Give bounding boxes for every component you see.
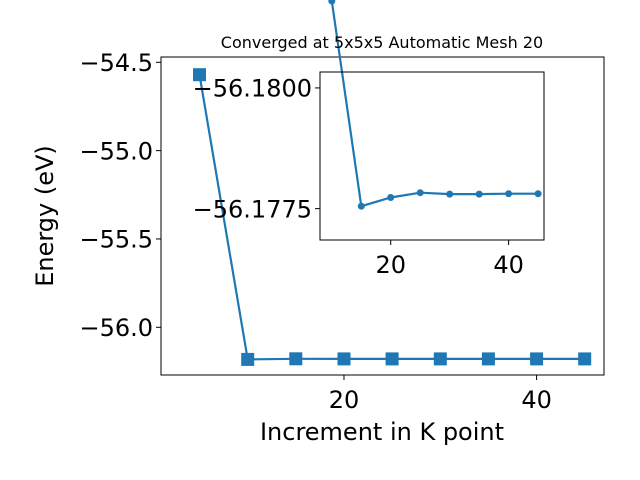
inset-y-tick-label-1: −56.1800 xyxy=(193,75,312,103)
main-y-tick-label-1: −55.5 xyxy=(79,226,153,254)
inset-point-0 xyxy=(328,0,336,5)
inset-x-tick-label-0: 20 xyxy=(375,251,406,279)
main-y-tick-label-3: −54.5 xyxy=(79,49,153,77)
inset-x-tick-label-1: 40 xyxy=(493,251,524,279)
main-point-3 xyxy=(337,352,351,366)
inset-plot-frame xyxy=(319,71,545,241)
inset-series-line xyxy=(330,0,539,208)
inset-chart: 20 40 −56.1775−56.1800 Converged at 5x5x5… xyxy=(193,0,545,279)
inset-point-2 xyxy=(387,194,395,201)
main-point-2 xyxy=(289,352,303,366)
inset-point-4 xyxy=(446,190,454,198)
main-point-6 xyxy=(481,352,495,366)
main-point-7 xyxy=(530,352,544,366)
inset-x-ticks: 20 40 xyxy=(375,240,524,279)
inset-y-ticks: −56.1775 −56.1800 xyxy=(193,75,320,223)
main-x-tick-label-0: 20 xyxy=(329,386,360,414)
main-point-0 xyxy=(193,68,206,82)
main-y-tick-label-0: −56.0 xyxy=(79,314,153,342)
main-x-ticks: 20 40 xyxy=(329,375,552,414)
inset-point-6 xyxy=(505,190,513,198)
main-y-ticks: −56.0 −55.5 −55.0 −54.5 xyxy=(79,49,161,342)
inset-y-tick-label-0: −56.1775 xyxy=(193,195,312,223)
main-plot-frame xyxy=(160,56,605,376)
main-point-1 xyxy=(241,352,255,366)
main-y-tick-label-2: −55.0 xyxy=(79,137,153,165)
main-series xyxy=(193,68,592,366)
inset-title: Converged at 5x5x5 Automatic Mesh 20 xyxy=(221,33,543,52)
main-y-axis-label: Energy (eV) xyxy=(31,145,59,287)
inset-point-3 xyxy=(416,189,424,197)
inset-point-7 xyxy=(534,190,542,198)
inset-plot-area xyxy=(320,72,544,240)
main-x-axis-label: Increment in K point xyxy=(260,418,504,446)
inset-point-1 xyxy=(357,202,365,210)
main-point-4 xyxy=(385,352,399,366)
main-point-5 xyxy=(433,352,447,366)
main-x-tick-label-1: 40 xyxy=(521,386,552,414)
inset-point-5 xyxy=(475,190,483,198)
inset-series xyxy=(328,0,542,210)
main-point-8 xyxy=(578,352,592,366)
